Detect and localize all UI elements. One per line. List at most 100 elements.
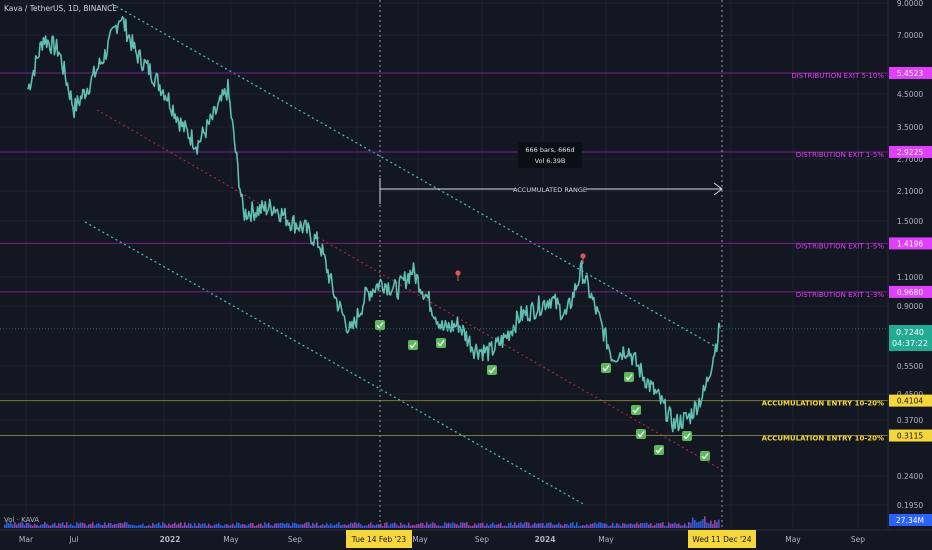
volume-bar xyxy=(108,522,110,528)
volume-bar xyxy=(248,524,250,528)
volume-bar xyxy=(712,524,714,528)
volume-bar xyxy=(4,524,6,528)
volume-bar xyxy=(24,525,26,528)
volume-bar xyxy=(580,525,582,528)
volume-bar xyxy=(662,522,664,528)
time-axis[interactable] xyxy=(0,530,888,550)
volume-bar xyxy=(54,522,56,528)
measure-tool[interactable]: ACCUMULATED RANGE 666 bars, 666d Vol 6.3… xyxy=(379,0,723,530)
volume-bar xyxy=(60,523,62,528)
volume-bar xyxy=(644,523,646,528)
volume-bar xyxy=(690,522,692,528)
volume-bar xyxy=(508,522,510,528)
volume-bar xyxy=(178,523,180,528)
volume-bar xyxy=(98,523,100,528)
range-arrowhead xyxy=(713,182,723,196)
volume-bar xyxy=(470,525,472,528)
check-mark-icon xyxy=(682,431,692,441)
volume-bar xyxy=(480,523,482,528)
price-line xyxy=(27,15,721,433)
volume-bar xyxy=(82,522,84,528)
measure-vol-label: Vol 6.39B xyxy=(535,157,566,165)
volume-bar xyxy=(220,525,222,528)
volume-bar xyxy=(648,524,650,528)
volume-bar xyxy=(18,523,20,528)
level-price-tag xyxy=(889,429,932,442)
volume-bar xyxy=(392,523,394,528)
volume-bar xyxy=(302,524,304,528)
price-tick-label: 2.1000 xyxy=(897,187,923,196)
price-tick-label: 0.9000 xyxy=(897,302,923,311)
level-price-tag xyxy=(889,285,932,298)
volume-bar xyxy=(72,525,74,528)
volume-bar xyxy=(618,524,620,528)
volume-bar xyxy=(190,523,192,528)
level-price-value: 5.4523 xyxy=(897,69,923,78)
volume-bar xyxy=(176,524,178,528)
volume-bar xyxy=(668,522,670,528)
volume-bar xyxy=(10,522,12,528)
channel-lower xyxy=(84,221,586,506)
volume-bar xyxy=(340,525,342,528)
volume-bar xyxy=(464,522,466,528)
volume-bar xyxy=(460,522,462,528)
price-axis[interactable] xyxy=(888,0,932,530)
volume-bar xyxy=(570,522,572,528)
measure-bars-label: 666 bars, 666d xyxy=(525,146,574,154)
volume-bar xyxy=(296,523,298,528)
volume-bar xyxy=(370,522,372,528)
volume-bar xyxy=(678,523,680,528)
volume-bar xyxy=(578,525,580,528)
volume-bar xyxy=(182,525,184,528)
volume-bar xyxy=(352,523,354,528)
volume-bar xyxy=(102,525,104,528)
volume-bar xyxy=(366,525,368,528)
level-price-value: 1.4196 xyxy=(897,239,923,248)
volume-bar xyxy=(346,525,348,528)
marker-start-tag xyxy=(346,530,412,548)
volume-bar xyxy=(158,522,160,528)
volume-bar xyxy=(516,525,518,528)
marker-end-tag xyxy=(688,530,756,548)
volume-value: 27.34M xyxy=(896,516,924,525)
level-price-tag xyxy=(889,145,932,158)
volume-value-tag xyxy=(889,514,932,526)
price-tick-label: 2.7000 xyxy=(897,155,923,164)
volume-bar xyxy=(188,523,190,528)
volume-bar xyxy=(268,522,270,528)
volume-bar xyxy=(146,525,148,528)
price-tick-label: 9.0000 xyxy=(897,0,923,8)
volume-bar xyxy=(284,524,286,528)
volume-bar xyxy=(16,524,18,528)
volume-bar xyxy=(92,522,94,528)
volume-bar xyxy=(20,522,22,528)
volume-bar xyxy=(154,524,156,528)
check-mark-icon xyxy=(654,445,664,455)
check-mark-stroke xyxy=(488,367,496,374)
volume-bar xyxy=(696,522,698,528)
volume-bar xyxy=(654,524,656,528)
current-price-value: 0.7240 xyxy=(896,328,924,337)
volume-bar xyxy=(294,522,296,528)
volume-bar xyxy=(626,524,628,528)
volume-bar xyxy=(594,522,596,528)
volume-bar xyxy=(664,525,666,528)
volume-bar xyxy=(532,524,534,528)
volume-bar xyxy=(38,525,40,528)
level-price-value: 0.4104 xyxy=(897,397,923,406)
volume-bar xyxy=(282,523,284,528)
level-label: DISTRIBUTION EXIT 1-5% xyxy=(796,242,885,250)
volume-bar xyxy=(196,525,198,528)
time-tick-label: May xyxy=(785,535,801,544)
check-mark-icon xyxy=(631,405,641,415)
price-tick-label: 4.5000 xyxy=(897,90,923,99)
volume-bar xyxy=(292,522,294,528)
volume-bar xyxy=(394,522,396,528)
volume-bar xyxy=(90,523,92,528)
volume-bar xyxy=(684,523,686,528)
volume-bar xyxy=(714,519,716,528)
volume-bar xyxy=(64,525,66,528)
volume-bar xyxy=(116,524,118,528)
price-tick-label: 0.2400 xyxy=(897,472,923,481)
